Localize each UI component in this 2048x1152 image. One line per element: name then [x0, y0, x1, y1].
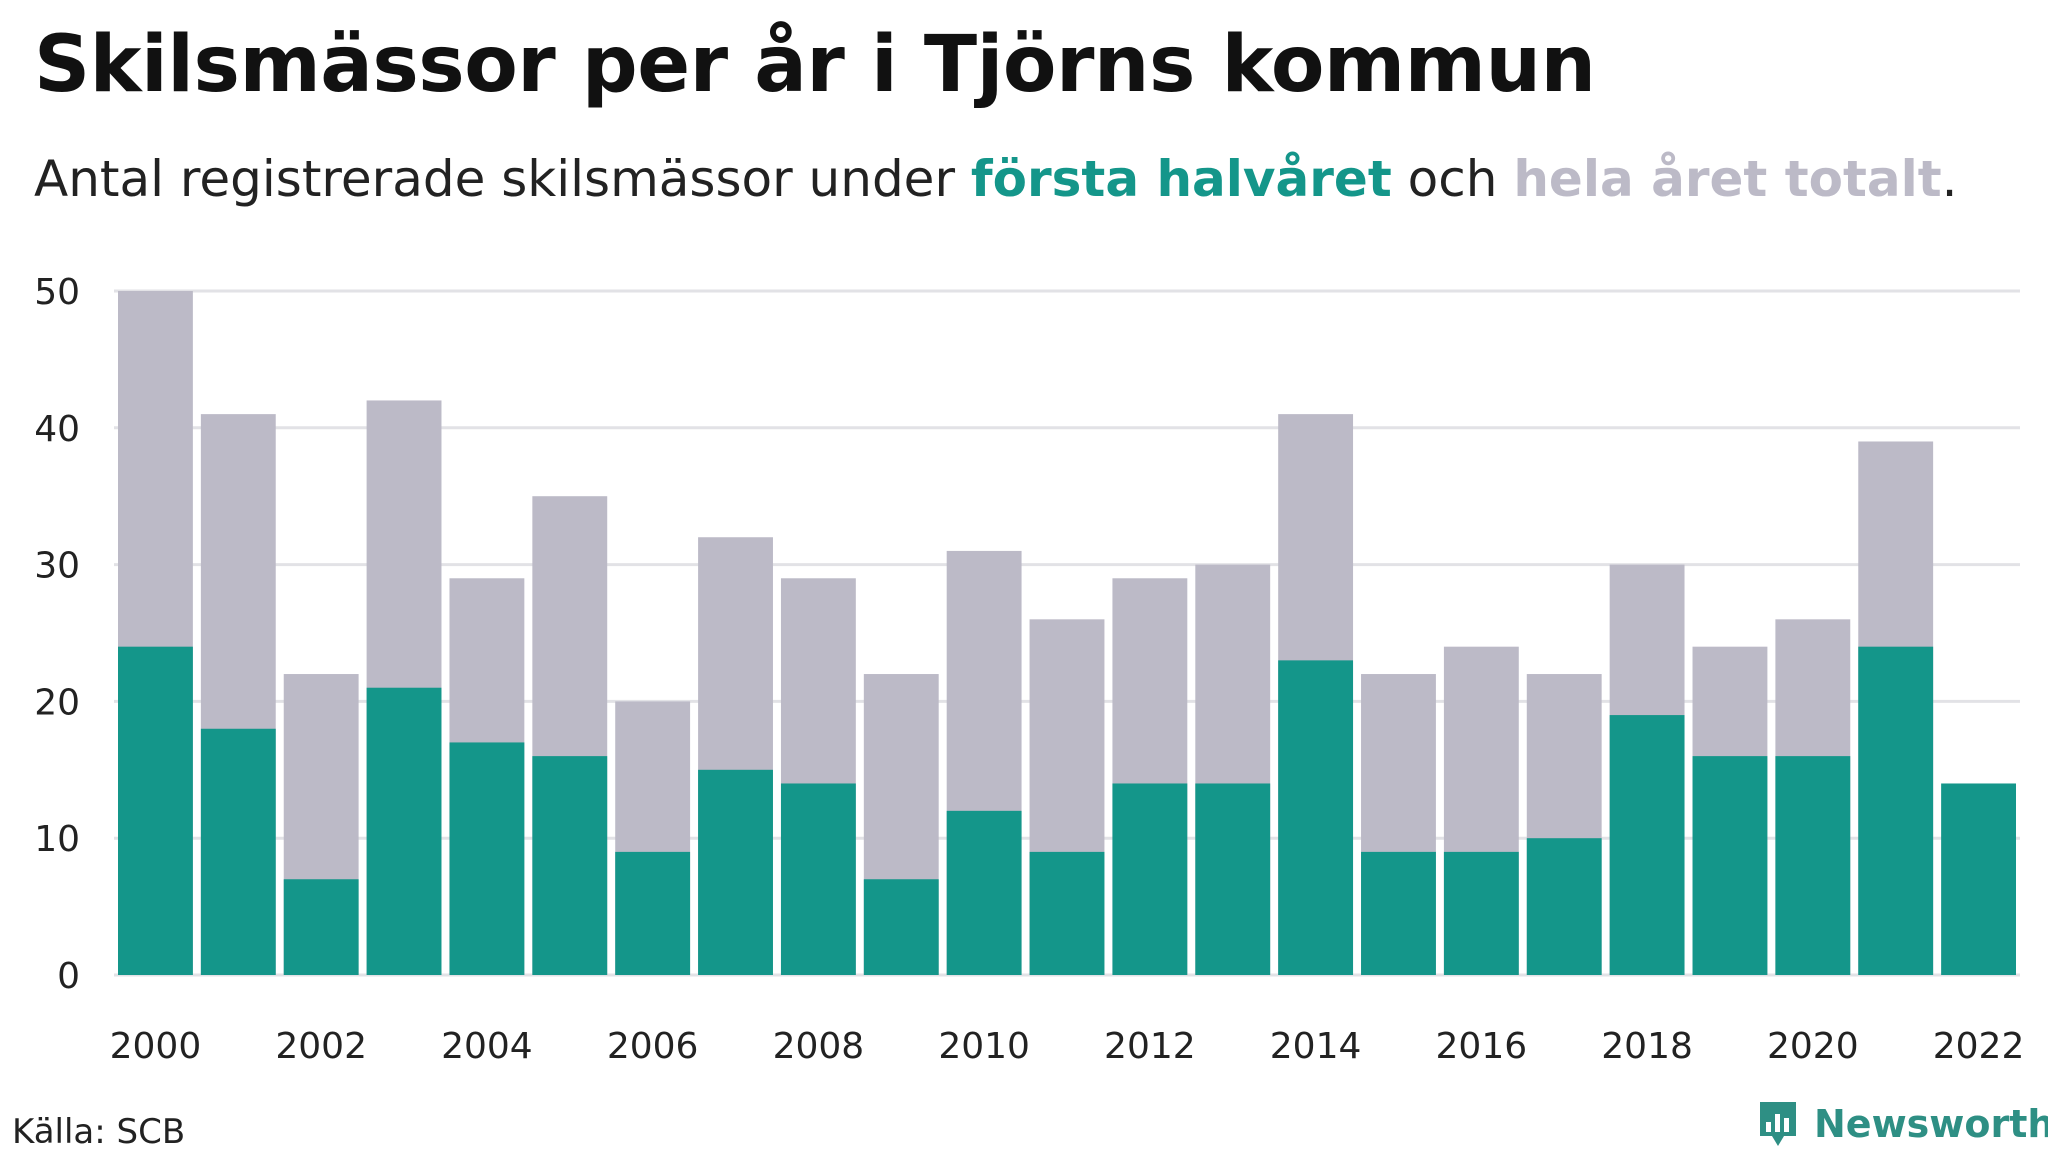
x-tick-label: 2006 [607, 1026, 699, 1067]
bar-first-half-2013 [1195, 783, 1271, 975]
x-tick-label: 2004 [441, 1026, 533, 1067]
subtitle-suffix: . [1941, 150, 1958, 208]
bar-first-half-2015 [1361, 851, 1436, 975]
x-tick-label: 2014 [1270, 1026, 1362, 1067]
brand-name: Newsworthy [1814, 1102, 2048, 1146]
y-axis: 0 10 20 30 40 50 [34, 272, 80, 997]
bar-first-half-2001 [200, 728, 276, 975]
bar-first-half-2002 [283, 879, 359, 975]
bar-first-half-2012 [1112, 783, 1188, 975]
bar-first-half-2009 [863, 879, 939, 975]
bar-first-half-2007 [698, 769, 773, 975]
bar-first-half-2010 [946, 810, 1022, 975]
y-tick-label: 40 [34, 409, 80, 450]
x-tick-label: 2022 [1933, 1026, 2025, 1067]
x-tick-label: 2002 [275, 1026, 367, 1067]
y-tick-label: 50 [34, 272, 80, 313]
x-tick-label: 2012 [1104, 1026, 1196, 1067]
subtitle-middle: och [1391, 150, 1514, 208]
bar-chart: 0 10 20 30 40 50 2000 2002 2004 2006 2008 2010 2012… [34, 272, 2025, 1067]
x-tick-label: 2016 [1436, 1026, 1528, 1067]
x-tick-label: 2000 [110, 1026, 202, 1067]
bar-first-half-2020 [1775, 756, 1851, 975]
y-tick-label: 10 [34, 819, 80, 860]
bar-first-half-2016 [1443, 851, 1519, 975]
chart-title: Skilsmässor per år i Tjörns kommun [34, 20, 1596, 110]
bar-first-half-2011 [1029, 851, 1105, 975]
y-tick-label: 30 [34, 546, 80, 587]
x-tick-label: 2008 [773, 1026, 865, 1067]
bar-first-half-2021 [1858, 646, 1934, 975]
bars [118, 291, 2016, 976]
x-tick-label: 2010 [938, 1026, 1030, 1067]
bar-first-half-2000 [118, 646, 193, 975]
bar-first-half-2005 [532, 756, 608, 975]
x-tick-label: 2020 [1767, 1026, 1859, 1067]
bar-first-half-2019 [1692, 756, 1768, 975]
x-axis: 2000 2002 2004 2006 2008 2010 2012 2014 2016 2018… [110, 1026, 2025, 1067]
bar-first-half-2017 [1526, 838, 1602, 975]
bar-first-half-2003 [366, 687, 442, 975]
brand-logo: Newsworthy [1756, 1098, 2048, 1150]
y-tick-label: 0 [57, 956, 80, 997]
newsworthy-logo-icon [1760, 1102, 1796, 1146]
bar-first-half-2004 [449, 742, 525, 975]
bar-first-half-2018 [1609, 715, 1685, 975]
bar-first-half-2006 [615, 851, 691, 975]
bar-first-half-2022 [1941, 783, 2016, 975]
legend-first-half: första halvåret [970, 150, 1392, 208]
legend-total: hela året totalt [1513, 150, 1942, 208]
bar-first-half-2014 [1278, 660, 1354, 975]
chart-subtitle: Antal registrerade skilsmässor under för… [34, 150, 1958, 208]
bar-first-half-2008 [780, 783, 856, 975]
subtitle-prefix: Antal registrerade skilsmässor under [34, 150, 971, 208]
y-tick-label: 20 [34, 682, 80, 723]
source-label: Källa: SCB [12, 1112, 186, 1152]
x-tick-label: 2018 [1601, 1026, 1693, 1067]
